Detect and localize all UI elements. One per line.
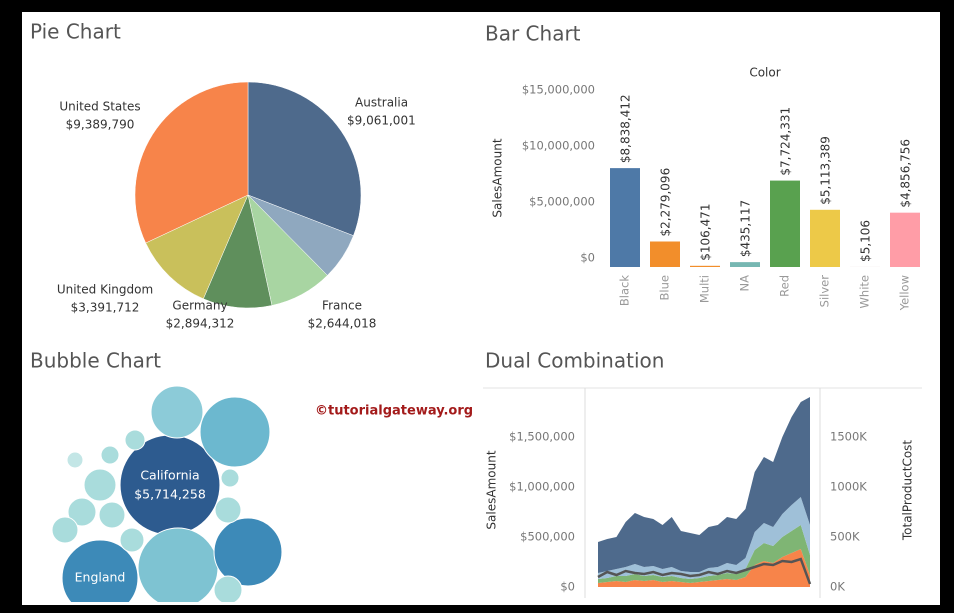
bar-title: Bar Chart [485,22,581,46]
pie-slice [145,194,249,300]
dual-ylabel: SalesAmount [485,450,499,529]
slice-label: Germany [172,299,227,313]
bubble-title: Bubble Chart [30,349,161,373]
stacked-area [598,397,810,573]
y2-tick-label: 1000K [830,480,867,494]
bubble [98,501,126,529]
bar-value-label: $7,724,331 [779,107,793,176]
y-tick-label: $5,000,000 [529,195,595,209]
slice-label: Australia [355,96,408,110]
y-tick-label: $500,000 [520,530,575,544]
stacked-area [598,525,810,583]
y-tick-label: $10,000,000 [522,139,595,153]
bar-value-label: $5,113,389 [819,136,833,205]
bar [810,209,840,267]
bar-value-label: $2,279,096 [659,168,673,237]
slice-value: $2,644,018 [308,317,377,331]
bar [610,168,640,267]
slice-value: $9,061,001 [347,114,416,128]
bubble [213,575,243,602]
stacked-area [598,497,810,579]
bar [890,212,920,267]
y-tick-label: $0 [560,580,575,594]
bubble [119,527,145,553]
pie-slice [247,81,362,237]
slice-value: $9,389,790 [66,118,135,132]
slice-value: $3,391,712 [71,301,140,315]
slice-label: United States [59,100,140,114]
x-tick-label: Multi [698,275,712,303]
x-tick-label: White [858,275,872,308]
bubble [124,429,146,451]
bubble-label: California [140,468,199,483]
bubble [220,468,240,488]
bar [650,241,680,267]
bubble-group: California $5,714,258 England [51,385,283,602]
y2-tick-label: 1500K [830,430,867,444]
bar [690,265,720,267]
x-tick-label: NA [738,275,752,292]
x-tick-label: Black [618,275,632,306]
bubble [67,497,97,527]
bubble-label: England [75,570,126,585]
bubble [214,496,242,524]
bar-value-label: $8,838,412 [619,94,633,163]
bubble [199,396,271,468]
pie-slice [134,81,249,244]
bar [770,180,800,267]
dual-y2label: TotalProductCost [901,440,915,542]
bubble [100,445,120,465]
bubble [66,451,84,469]
y2-tick-label: 500K [830,530,860,544]
bubble-value: $5,714,258 [134,487,206,502]
y-tick-label: $15,000,000 [522,83,595,97]
bar-value-label: $5,106 [859,220,873,262]
bubble [51,516,79,544]
bubble [83,468,117,502]
bubble [213,517,283,587]
dual-title: Dual Combination [485,349,664,373]
bar-ylabel: SalesAmount [491,138,505,217]
bar-value-label: $106,471 [699,204,713,261]
pie-title: Pie Chart [30,20,121,44]
line [597,557,812,585]
bar-value-label: $435,117 [739,200,753,257]
y-tick-label: $1,000,000 [509,480,575,494]
x-tick-label: Silver [818,275,832,308]
slice-label: France [322,299,362,313]
x-tick-label: Blue [658,275,672,300]
bar [730,262,760,267]
slice-value: $2,894,312 [166,317,235,331]
y2-tick-label: 0K [830,580,845,594]
bar-subtitle: Color [749,66,780,80]
bubble [61,539,139,602]
bubble [137,527,219,602]
x-tick-label: Yellow [898,275,912,311]
y-tick-label: $0 [580,251,595,265]
stacked-area [598,549,810,587]
watermark: ©tutorialgateway.org [315,404,473,419]
y-tick-label: $1,500,000 [509,430,575,444]
bubble [150,385,204,439]
slice-label: United Kingdom [57,283,153,297]
x-tick-label: Red [778,275,792,297]
bar-value-label: $4,856,756 [899,139,913,208]
